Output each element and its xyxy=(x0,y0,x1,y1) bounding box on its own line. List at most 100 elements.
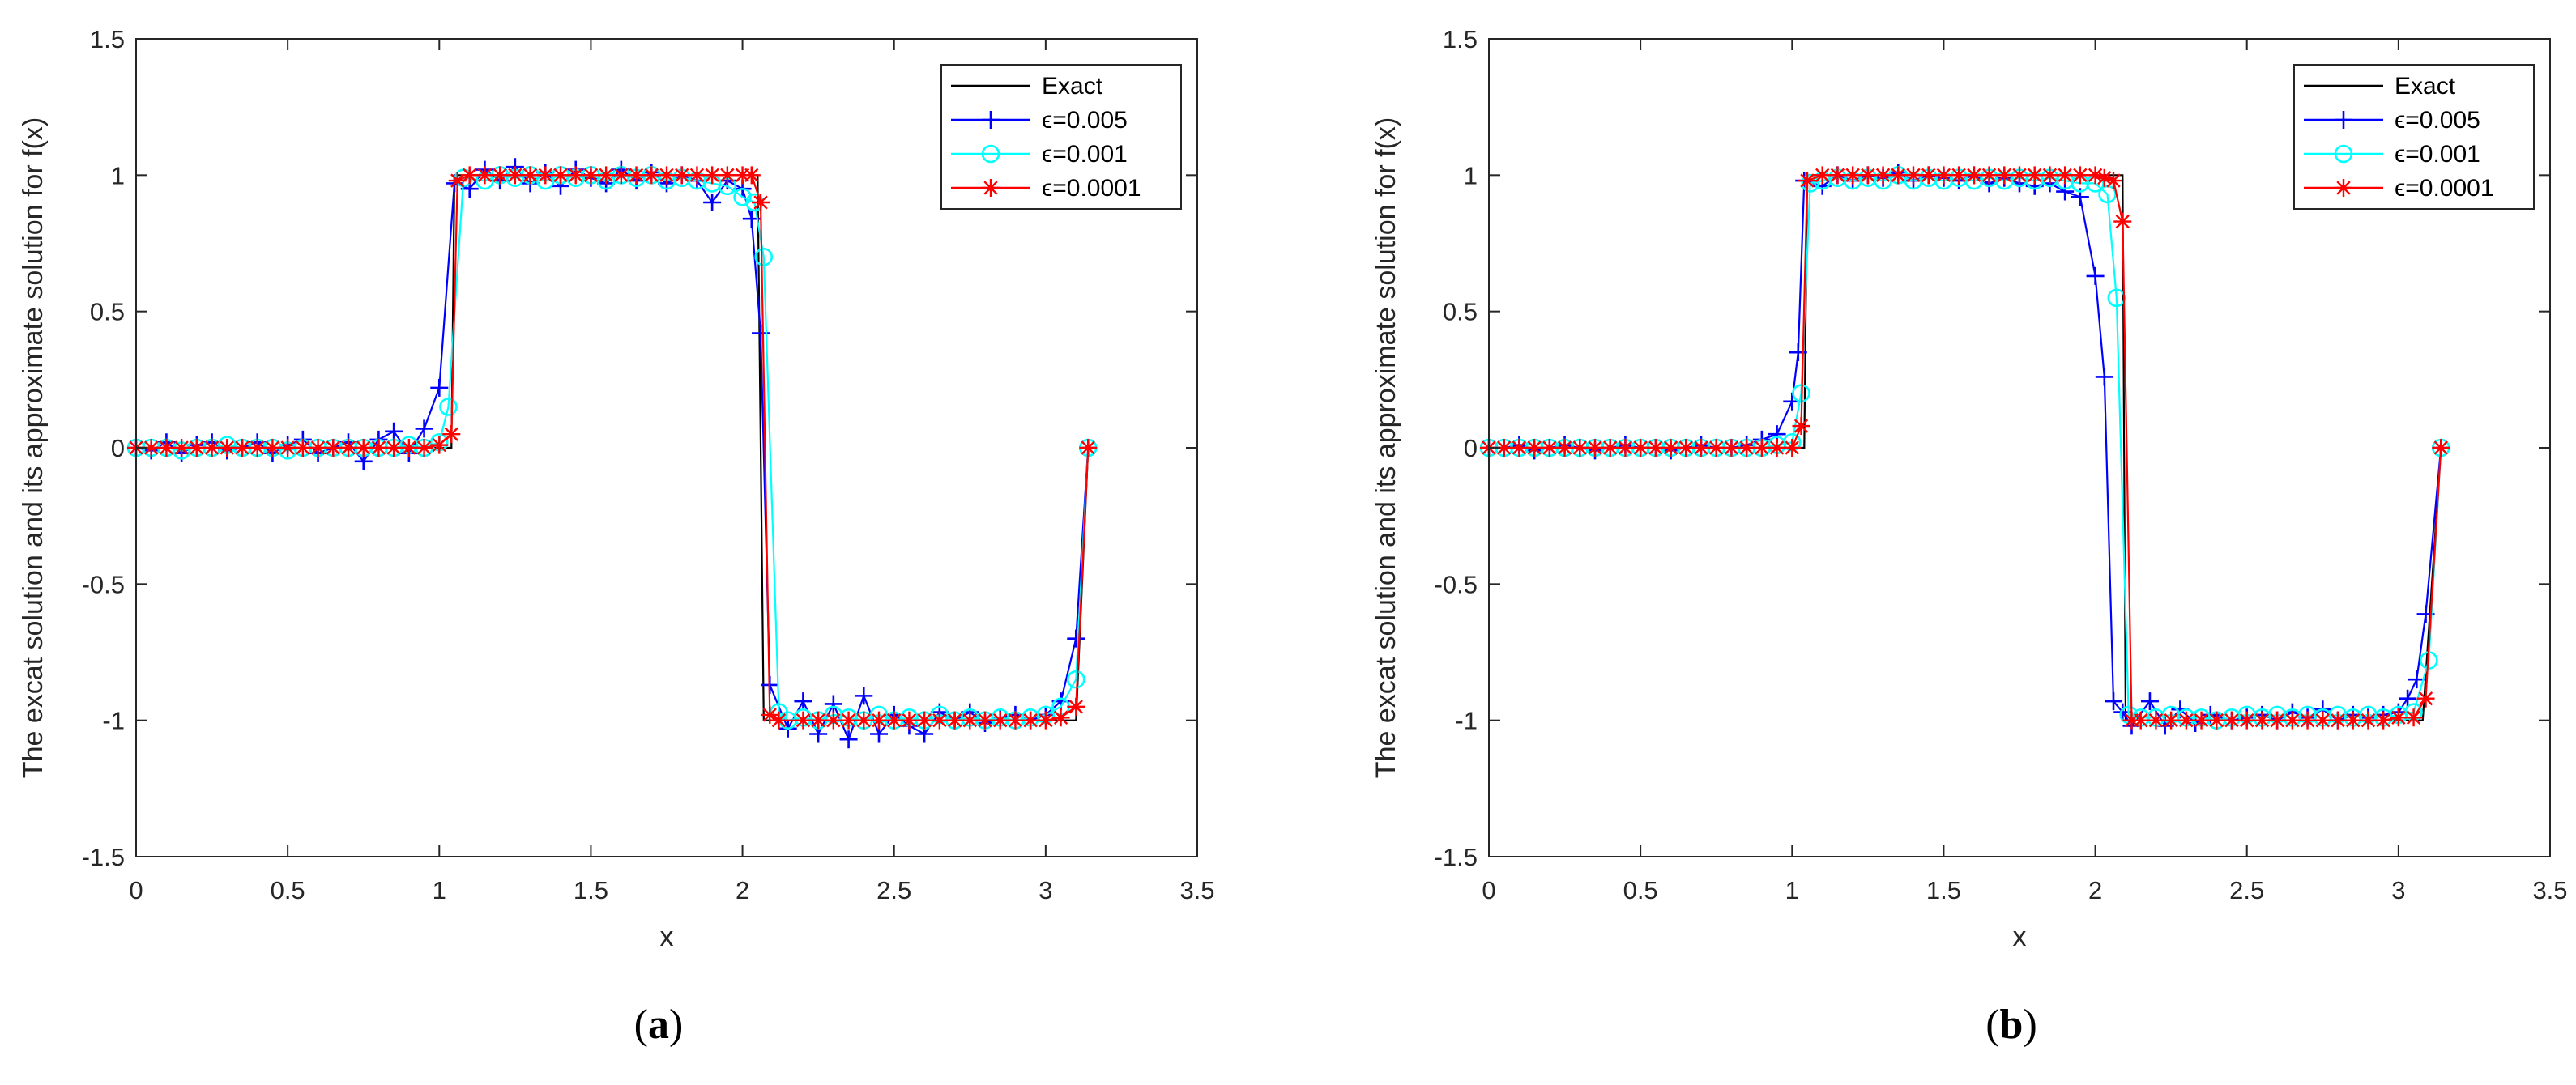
data-point xyxy=(2404,708,2423,727)
data-point xyxy=(642,166,661,185)
data-point xyxy=(1540,439,1559,457)
data-point xyxy=(1768,439,1786,457)
data-point xyxy=(448,172,467,190)
data-point xyxy=(309,439,327,457)
data-point xyxy=(415,419,433,438)
data-point xyxy=(839,711,858,730)
data-point xyxy=(1964,166,1983,185)
legend-item: ϵ=0.005 xyxy=(951,107,1128,134)
x-tick-label: 0 xyxy=(1482,876,1495,904)
data-point xyxy=(2147,711,2165,730)
data-point xyxy=(491,166,510,185)
data-point xyxy=(2071,166,2089,185)
data-point xyxy=(279,439,297,457)
data-point xyxy=(2095,368,2113,386)
data-point xyxy=(157,439,176,457)
data-point xyxy=(1752,439,1771,457)
data-point xyxy=(173,439,191,457)
legend-label: ϵ=0.0001 xyxy=(2395,175,2494,202)
data-point xyxy=(2056,182,2075,201)
legend-label: Exact xyxy=(2395,73,2456,100)
data-point xyxy=(442,425,461,444)
y-tick-label: 1.5 xyxy=(90,25,125,53)
data-point xyxy=(505,166,524,185)
data-point xyxy=(1079,439,1098,457)
x-tick-label: 2 xyxy=(736,876,749,904)
data-point xyxy=(369,439,388,457)
data-point xyxy=(733,187,752,206)
data-point xyxy=(2011,166,2028,185)
legend-label: ϵ=0.001 xyxy=(2395,141,2480,168)
data-point xyxy=(1021,711,1040,730)
legend-label: ϵ=0.0001 xyxy=(1042,175,1141,202)
x-tick-label: 0 xyxy=(129,876,143,904)
y-tick-label: 0 xyxy=(1464,434,1478,462)
data-point xyxy=(354,439,373,457)
data-point xyxy=(2177,711,2195,730)
x-tick-label: 1 xyxy=(1785,876,1799,904)
data-point xyxy=(2086,266,2105,285)
x-tick-label: 3 xyxy=(1039,876,1052,904)
data-point xyxy=(1495,439,1513,457)
y-tick-label: 1.5 xyxy=(1443,25,1478,53)
data-point xyxy=(521,166,540,185)
data-point xyxy=(688,166,706,185)
data-point xyxy=(733,166,752,185)
data-point xyxy=(2207,711,2226,730)
data-point xyxy=(476,166,494,185)
panel-caption: (b) xyxy=(1985,1002,2037,1048)
data-point xyxy=(430,378,449,397)
data-point xyxy=(1601,439,1619,457)
data-point xyxy=(1722,439,1741,457)
data-point xyxy=(1066,670,1085,689)
y-axis-label: The excat solution and its approximate s… xyxy=(18,117,49,778)
legend-swatch-marker xyxy=(982,111,1000,129)
legend: Exact ϵ=0.005 ϵ=0.001 ϵ=0.0001 xyxy=(2293,64,2535,210)
data-point xyxy=(1889,166,1908,185)
data-point xyxy=(1006,711,1025,730)
data-point xyxy=(2268,711,2287,730)
data-point xyxy=(1525,439,1544,457)
x-axis-label: x xyxy=(2013,921,2027,952)
data-point xyxy=(855,687,873,705)
y-tick-label: -0.5 xyxy=(82,570,125,598)
data-point xyxy=(460,166,479,185)
caption-close-paren: ) xyxy=(2023,1002,2036,1048)
data-point xyxy=(2056,166,2075,185)
data-point xyxy=(2389,708,2408,727)
legend-item: Exact xyxy=(951,73,1103,100)
data-point xyxy=(1051,708,1070,727)
y-tick-label: -1.5 xyxy=(1435,843,1478,871)
y-tick-label: 1 xyxy=(1464,161,1478,189)
data-point xyxy=(2399,689,2417,708)
data-point xyxy=(976,711,994,730)
x-tick-label: 1 xyxy=(433,876,446,904)
data-point xyxy=(293,439,312,457)
data-point xyxy=(794,692,812,711)
panel-caption: (a) xyxy=(634,1002,684,1048)
x-tick-label: 2.5 xyxy=(2229,876,2264,904)
data-point xyxy=(2344,711,2362,730)
data-point xyxy=(1919,166,1938,185)
data-point xyxy=(1844,166,1862,185)
data-point xyxy=(961,711,979,730)
data-point xyxy=(1586,439,1604,457)
data-point xyxy=(1874,166,1892,185)
data-point xyxy=(2432,439,2450,457)
data-point xyxy=(870,711,888,730)
data-point xyxy=(263,439,282,457)
data-point xyxy=(672,166,691,185)
data-point xyxy=(2283,711,2301,730)
data-point xyxy=(1801,174,1820,193)
legend-item: Exact xyxy=(2304,73,2456,100)
chart-panel-b: 0 0.5 1 1.5 2 2.5 3 3.5 1.5 1 0.5 0 -0.5 -1 -1.5 x The e… xyxy=(1371,25,2568,1048)
data-point xyxy=(1571,439,1589,457)
x-tick-label: 1.5 xyxy=(1926,876,1961,904)
data-point xyxy=(2162,711,2181,730)
data-point xyxy=(1858,166,1877,185)
data-point xyxy=(142,439,160,457)
data-point xyxy=(885,711,903,730)
data-point xyxy=(2192,711,2211,730)
legend-swatch-marker xyxy=(982,179,1000,197)
legend-swatch-marker xyxy=(2335,179,2352,197)
